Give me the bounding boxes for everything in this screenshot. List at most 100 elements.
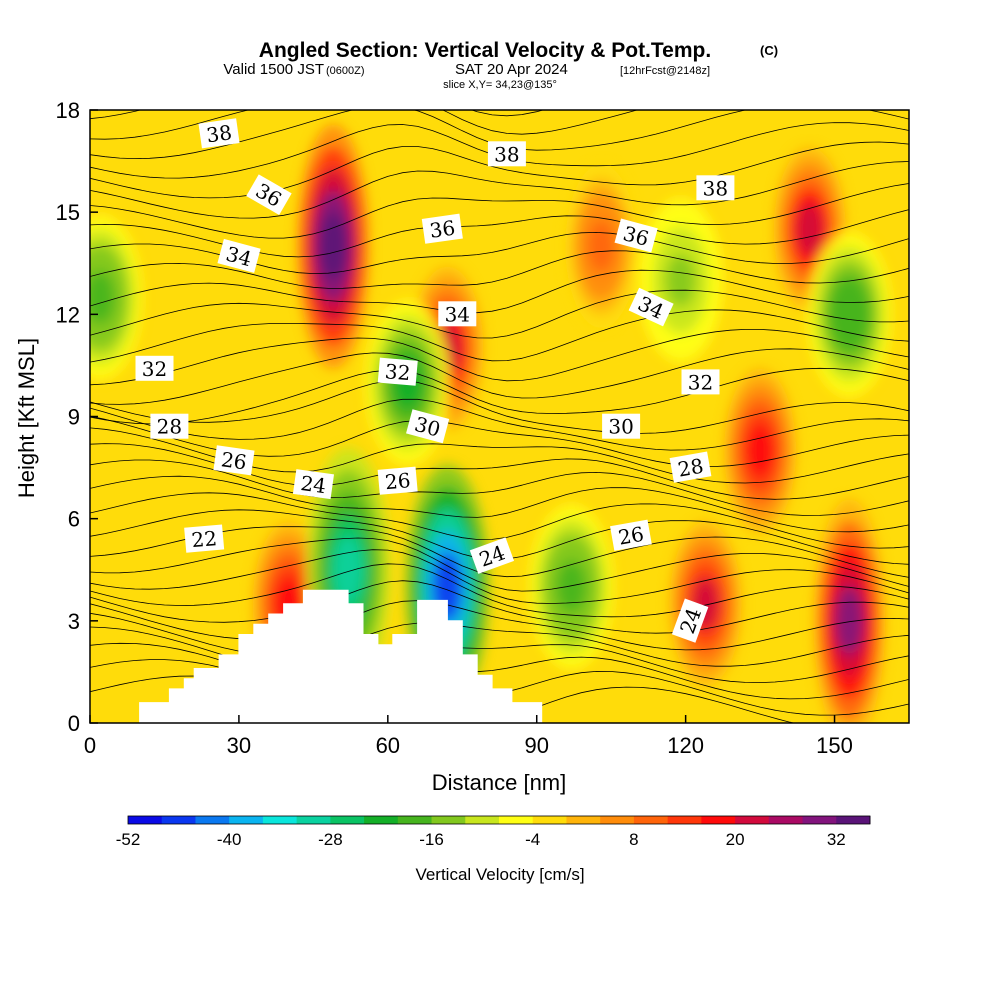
isentrope-label: 34 [438,301,477,327]
colorbar-labels: -52 -40 -28 -16 -4 8 20 32 [116,830,846,849]
isentrope-label-box [198,118,240,149]
field-cell [834,288,865,341]
y-axis-ticks: 0 3 6 9 12 15 18 [56,98,98,736]
field-updraft-core-1 [297,124,370,369]
colorbar-tick-label: 32 [827,830,846,849]
isentrope-line [90,289,909,339]
colorbar [127,815,871,825]
colorbar-tick-label: 20 [726,830,745,849]
isentrope-line [90,110,545,120]
y-tick-label: 18 [56,98,80,123]
isentrope-line [90,110,639,140]
field-cell [746,424,774,477]
isentrope-label: 28 [669,451,712,483]
isentrope-line [90,398,909,451]
colorbar-swatch [465,816,500,824]
colorbar-swatch [397,816,433,824]
chart-title-tag: (C) [760,43,778,58]
isentrope-label-text: 30 [608,415,633,439]
isentrope-label-text: 28 [676,454,705,482]
isentrope-label: 22 [184,524,225,553]
isentrope-label-box [681,369,720,395]
isentrope-label: 38 [487,141,526,167]
isentrope-label-box [628,287,674,327]
field-downdraft-core-4 [529,504,614,669]
x-tick-label: 60 [376,733,400,758]
chart-valid-zulu: (0600Z) [326,65,365,77]
field-cell [835,586,864,655]
isentrope-label-box [671,598,709,643]
field-updraft-mid-right [724,368,797,533]
isentrope-label-box [184,524,225,553]
colorbar-title: Vertical Velocity [cm/s] [415,865,584,884]
isentrope-label-text: 32 [142,357,167,381]
isentrope-label-box [469,537,515,574]
field-cell [319,212,347,281]
isentrope-label-box [377,466,418,495]
isentrope-line [90,309,909,363]
colorbar-swatch [667,816,702,824]
isentrope-line [90,612,909,667]
x-axis-ticks: 0 30 60 90 120 150 [84,715,853,758]
chart-valid-date: SAT 20 Apr 2024 [455,61,568,78]
plot-area: 3836343228262224383634323026243836343230… [90,0,909,723]
isentrope-label: 24 [469,537,515,574]
y-tick-label: 3 [68,609,80,634]
isentrope-label-box [614,218,658,253]
isentrope-line [90,380,909,434]
isentrope-label-box [150,413,189,439]
isentrope-label-box [421,213,463,244]
x-axis-label: Distance [nm] [432,770,567,795]
isentrope-label-text: 32 [688,370,713,394]
isentrope-label-text: 26 [616,522,645,550]
field-updraft-core-4 [813,498,886,723]
isentrope-line [90,492,909,549]
isentrope-label: 24 [292,469,335,500]
chart-valid-time: Valid 1500 JST [223,61,324,78]
isentrope-line [90,600,909,651]
field-downdraft-core-7 [638,198,723,363]
isentrope-label-box [406,409,450,444]
isentrope-label-text: 34 [445,302,470,326]
colorbar-swatch [600,816,635,824]
x-tick-label: 30 [227,733,251,758]
isentrope-label: 36 [614,218,658,253]
isentrope-line [90,549,909,604]
isentrope-label-box [669,451,712,483]
isentrope-line [90,367,909,425]
isentrope-label-box [292,469,335,500]
isentrope-label-text: 36 [428,216,457,243]
isentrope-label: 26 [610,519,652,551]
isentrope-label-text: 38 [205,120,234,147]
isentrope-line [90,537,909,592]
colorbar-swatch [431,816,466,824]
isentrope-label: 28 [150,413,189,439]
isentrope-line [90,183,909,239]
field-cell [333,535,363,604]
isentrope-label: 38 [696,175,735,201]
isentrope-label-box [438,301,477,327]
colorbar-swatch [262,816,298,824]
y-tick-label: 9 [68,405,80,430]
isentrope-label: 36 [421,213,463,244]
isentrope-line [90,563,909,618]
x-tick-label: 0 [84,733,96,758]
chart-forecast: [12hrFcst@2148z] [620,65,710,77]
isentrope-label-box [213,445,255,476]
colorbar-swatch [195,816,230,824]
colorbar-swatch [499,816,534,824]
isentrope-label-box [377,357,418,386]
isentrope-line [90,141,909,199]
isentrope-label-text: 26 [384,468,411,494]
isentrope-label: 32 [135,355,174,381]
colorbar-swatch [768,816,804,824]
colorbar-tick-label: 8 [629,830,638,849]
colorbar-swatch [229,816,264,824]
isentrope-line [90,0,909,26]
colorbar-tick-label: -40 [217,830,242,849]
colorbar-tick-label: -52 [116,830,141,849]
y-tick-label: 0 [68,711,80,736]
colorbar-swatch [364,816,399,824]
x-tick-label: 120 [667,733,704,758]
